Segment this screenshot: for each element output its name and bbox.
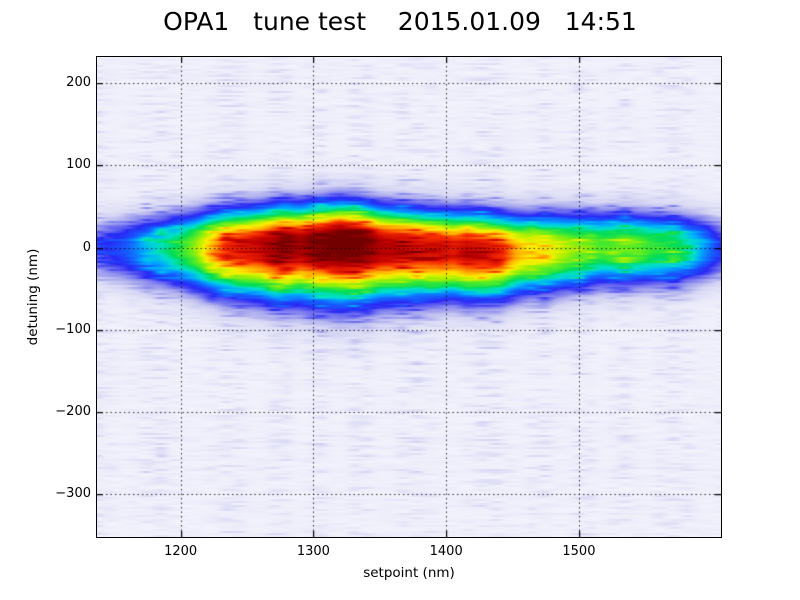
- x-tick-label: 1400: [429, 544, 463, 559]
- x-tick-label: 1300: [296, 544, 330, 559]
- y-tick-label: 0: [82, 239, 91, 255]
- y-tick-label: −100: [55, 321, 91, 337]
- y-tick-label: −300: [55, 486, 91, 502]
- x-tick-label: 1200: [164, 544, 198, 559]
- x-axis-label: setpoint (nm): [363, 565, 455, 581]
- heatmap-canvas: [97, 57, 721, 537]
- y-tick-label: 200: [66, 75, 91, 91]
- y-tick-label: 100: [66, 157, 91, 173]
- chart-title: OPA1 tune test 2015.01.09 14:51: [163, 7, 637, 36]
- x-tick-label: 1500: [562, 544, 596, 559]
- y-tick-label: −200: [55, 404, 91, 420]
- plot-area: [96, 56, 722, 538]
